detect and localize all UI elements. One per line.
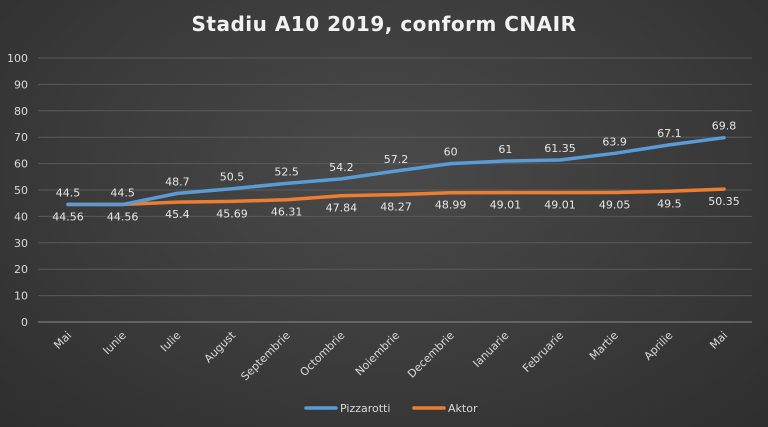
y-tick-label: 10 bbox=[14, 290, 28, 303]
data-label: 47.84 bbox=[326, 202, 358, 215]
data-label: 52.5 bbox=[274, 165, 299, 178]
data-label: 48.7 bbox=[165, 175, 190, 188]
x-tick-label: Februarie bbox=[520, 329, 566, 375]
data-label: 54.2 bbox=[329, 161, 354, 174]
data-label: 49.05 bbox=[599, 199, 631, 212]
x-tick-label: Octombrie bbox=[297, 329, 347, 379]
y-tick-label: 80 bbox=[14, 105, 28, 118]
data-label: 69.8 bbox=[712, 120, 737, 133]
data-label: 49.01 bbox=[490, 199, 522, 212]
legend-label: Aktor bbox=[448, 402, 478, 415]
data-label: 49.5 bbox=[657, 197, 682, 210]
data-label: 48.27 bbox=[380, 201, 412, 214]
y-tick-label: 40 bbox=[14, 210, 28, 223]
chart-title: Stadiu A10 2019, conform CNAIR bbox=[191, 12, 577, 36]
series-line-pizzarotti bbox=[66, 135, 726, 207]
data-label: 50.5 bbox=[220, 171, 245, 184]
data-label: 49.01 bbox=[544, 199, 576, 212]
x-tick-label: Iulie bbox=[158, 329, 184, 355]
y-tick-label: 0 bbox=[21, 316, 28, 329]
x-tick-label: Aprilie bbox=[642, 329, 676, 363]
legend-label: Pizzarotti bbox=[340, 402, 390, 415]
x-tick-label: Noiembrie bbox=[353, 329, 403, 379]
data-label: 45.69 bbox=[216, 207, 248, 220]
x-tick-label: Martie bbox=[587, 329, 621, 363]
y-tick-label: 60 bbox=[14, 158, 28, 171]
data-label: 45.4 bbox=[165, 208, 190, 221]
data-label: 67.1 bbox=[657, 127, 682, 140]
y-tick-label: 20 bbox=[14, 263, 28, 276]
data-label: 57.2 bbox=[384, 153, 409, 166]
data-label: 50.35 bbox=[708, 195, 740, 208]
y-tick-label: 100 bbox=[7, 52, 28, 65]
data-label: 44.5 bbox=[56, 187, 81, 200]
x-tick-label: Ianuarie bbox=[470, 329, 511, 370]
data-label: 63.9 bbox=[602, 135, 627, 148]
x-tick-label: Septembrie bbox=[238, 329, 293, 384]
x-tick-label: Mai bbox=[707, 329, 730, 352]
data-label: 61.35 bbox=[544, 142, 576, 155]
data-label: 48.99 bbox=[435, 199, 467, 212]
series-line-aktor bbox=[66, 187, 726, 207]
series-lines bbox=[66, 135, 726, 207]
x-tick-label: Decembrie bbox=[405, 329, 457, 381]
y-tick-label: 90 bbox=[14, 78, 28, 91]
data-labels: 44.5 44.5 48.7 50.5 52.5 54.2 57.2 60 61 61.35 63.… bbox=[52, 120, 740, 224]
x-tick-label: Mai bbox=[51, 329, 74, 352]
data-label: 61 bbox=[498, 143, 512, 156]
data-label: 60 bbox=[444, 146, 458, 159]
data-label: 44.5 bbox=[110, 187, 135, 200]
x-tick-label: Iunie bbox=[100, 329, 128, 357]
x-tick-label: August bbox=[202, 328, 239, 365]
y-axis-ticks: 0 10 20 30 40 50 60 70 80 90 100 bbox=[7, 52, 28, 329]
y-tick-label: 30 bbox=[14, 237, 28, 250]
y-tick-label: 50 bbox=[14, 184, 28, 197]
y-tick-label: 70 bbox=[14, 131, 28, 144]
gridlines bbox=[38, 57, 752, 323]
x-axis-ticks: Mai Iunie Iulie August Septembrie Octombrie No… bbox=[51, 328, 730, 383]
data-label: 44.56 bbox=[107, 210, 139, 223]
legend: Pizzarotti Aktor bbox=[304, 402, 478, 415]
data-label: 46.31 bbox=[271, 206, 303, 219]
data-label: 44.56 bbox=[52, 210, 84, 223]
